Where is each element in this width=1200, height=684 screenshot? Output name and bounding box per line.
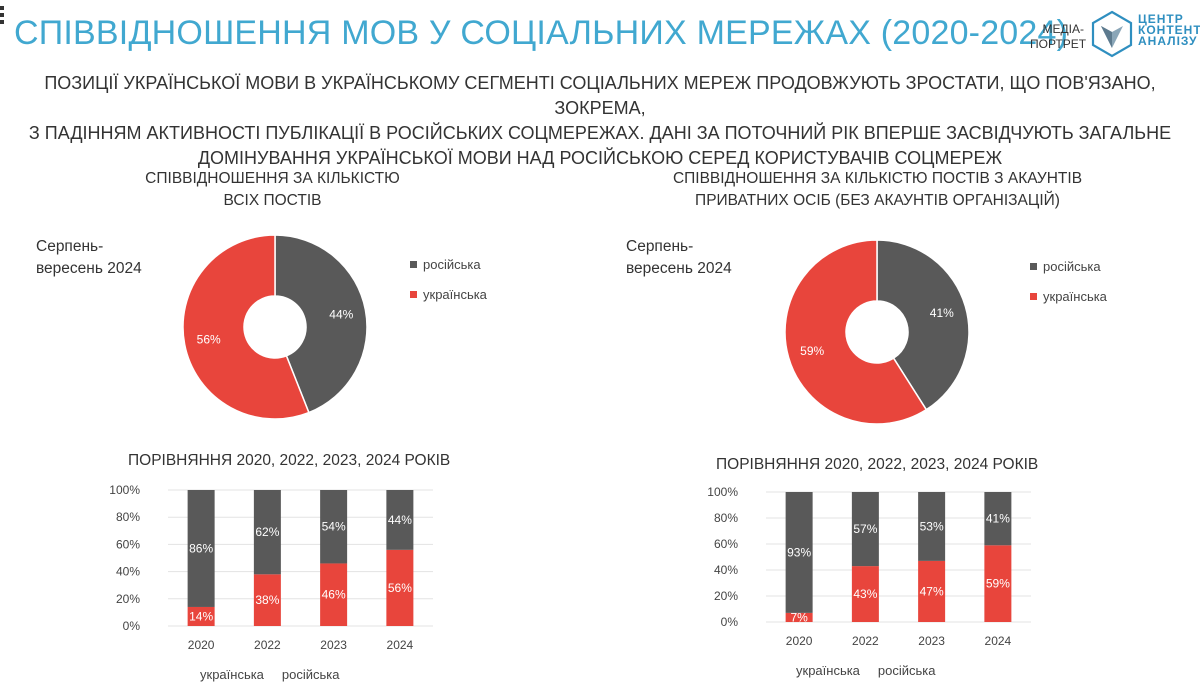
donut-slice-russian: [274, 234, 368, 414]
page-subtitle: ПОЗИЦІЇ УКРАЇНСЬКОЇ МОВИ В УКРАЇНСЬКОМУ …: [28, 73, 1172, 168]
logo-caption-right: ЦЕНТР КОНТЕНТ- АНАЛІЗУ: [1138, 12, 1200, 48]
y-tick-label: 80%: [116, 510, 140, 524]
bar-value-label: 93%: [787, 545, 811, 559]
left-donut-legend: російська українська: [410, 256, 487, 316]
legend-item-russian: російська: [1030, 258, 1107, 274]
right-period-label: Серпень- вересень 2024: [626, 238, 732, 277]
right-compare-title: ПОРІВНЯННЯ 2020, 2022, 2023, 2024 РОКІВ: [716, 456, 1039, 473]
bar-segment-russian: [785, 492, 813, 613]
bar-segment-ukrainian: [187, 606, 215, 626]
bar-segment-russian: [187, 490, 215, 607]
y-tick-label: 20%: [714, 589, 738, 603]
right-bar-legend: українська російська: [796, 662, 954, 678]
bar-value-label: 54%: [322, 520, 346, 534]
bar-value-label: 53%: [920, 519, 944, 533]
bar-value-label: 59%: [986, 577, 1010, 591]
legend-item-ukrainian: українська: [200, 666, 264, 682]
right-bar-chart: 0% 20% 40% 60% 80% 100% 7% 93% 2020 43% 57% 2022 47%…: [707, 485, 1031, 648]
menu-icon[interactable]: [0, 6, 6, 27]
logo-caption-left: МЕДІА- ПОРТРЕТ: [1030, 22, 1087, 51]
legend-swatch: [410, 290, 417, 298]
bar-segment-ukrainian: [253, 574, 281, 626]
bar-segment-russian: [320, 490, 348, 564]
donut-value-label: 44%: [329, 307, 353, 321]
x-tick-label: 2022: [852, 634, 879, 648]
bar-value-label: 41%: [986, 512, 1010, 526]
legend-item-russian: російська: [410, 256, 487, 272]
x-tick-label: 2020: [188, 638, 215, 652]
legend-swatch: [1030, 292, 1037, 300]
x-tick-label: 2023: [320, 638, 347, 652]
bar-value-label: 56%: [388, 581, 412, 595]
y-tick-label: 100%: [109, 483, 140, 497]
right-section-title: СПІВВІДНОШЕННЯ ЗА КІЛЬКІСТЮ ПОСТІВ З АКА…: [672, 170, 1083, 209]
x-tick-label: 2023: [918, 634, 945, 648]
bar-segment-russian: [253, 490, 281, 575]
x-tick-label: 2024: [985, 634, 1012, 648]
legend-item-russian: російська: [877, 662, 936, 678]
donut-slice-ukrainian: [182, 234, 310, 420]
page-title: СПІВВІДНОШЕННЯ МОВ У СОЦІАЛЬНИХ МЕРЕЖАХ …: [14, 14, 1069, 52]
left-donut-chart: 44% 56%: [182, 234, 368, 420]
bar-value-label: 43%: [853, 587, 877, 601]
y-tick-label: 40%: [714, 563, 738, 577]
legend-swatch: [1030, 262, 1037, 270]
x-tick-label: 2024: [387, 638, 414, 652]
y-tick-label: 60%: [116, 537, 140, 551]
donut-value-label: 59%: [800, 344, 824, 358]
bar-value-label: 57%: [853, 522, 877, 536]
y-tick-label: 0%: [721, 615, 739, 629]
bar-segment-russian: [851, 492, 879, 567]
bar-value-label: 86%: [189, 541, 213, 555]
donut-slice-ukrainian: [784, 239, 928, 425]
left-bar-chart: 0% 20% 40% 60% 80% 100% 14% 86% 2020 38% 62% 2022 46…: [109, 483, 433, 652]
y-tick-label: 80%: [714, 511, 738, 525]
bar-segment-ukrainian: [785, 612, 813, 622]
bar-segment-ukrainian: [320, 563, 348, 626]
y-tick-label: 0%: [123, 619, 141, 633]
donut-value-label: 56%: [197, 333, 221, 347]
x-tick-label: 2020: [786, 634, 813, 648]
bar-value-label: 44%: [388, 513, 412, 527]
logo-hexagon-icon: [1091, 10, 1133, 58]
bar-segment-ukrainian: [851, 566, 879, 622]
bar-segment-ukrainian: [386, 549, 414, 626]
bar-segment-russian: [984, 492, 1012, 546]
y-tick-label: 40%: [116, 565, 140, 579]
left-section-title: СПІВВІДНОШЕННЯ ЗА КІЛЬКІСТЮ ВСІХ ПОСТІВ: [145, 170, 400, 209]
left-period-label: Серпень- вересень 2024: [36, 238, 142, 277]
bar-segment-russian: [386, 490, 414, 550]
bar-value-label: 14%: [189, 609, 213, 623]
bar-segment-russian: [918, 492, 946, 561]
right-donut-chart: 41% 59%: [784, 239, 970, 425]
x-tick-label: 2022: [254, 638, 281, 652]
legend-item-ukrainian: українська: [1030, 288, 1107, 304]
donut-value-label: 41%: [930, 306, 954, 320]
left-compare-title: ПОРІВНЯННЯ 2020, 2022, 2023, 2024 РОКІВ: [128, 452, 451, 469]
y-tick-label: 60%: [714, 537, 738, 551]
bar-value-label: 7%: [790, 610, 808, 624]
legend-item-russian: російська: [281, 666, 340, 682]
legend-item-ukrainian: українська: [410, 286, 487, 302]
y-tick-label: 20%: [116, 592, 140, 606]
y-tick-label: 100%: [707, 485, 738, 499]
bar-value-label: 62%: [255, 525, 279, 539]
bar-segment-ukrainian: [984, 545, 1012, 622]
bar-value-label: 47%: [920, 584, 944, 598]
bar-value-label: 46%: [322, 588, 346, 602]
bar-segment-ukrainian: [918, 560, 946, 622]
logo: МЕДІА- ПОРТРЕТ ЦЕНТР КОНТЕНТ- АНАЛІЗУ: [1030, 10, 1200, 60]
left-bar-legend: українська російська: [200, 666, 358, 682]
legend-item-ukrainian: українська: [796, 662, 860, 678]
bar-value-label: 38%: [255, 593, 279, 607]
legend-swatch: [410, 260, 417, 268]
right-donut-legend: російська українська: [1030, 258, 1107, 318]
